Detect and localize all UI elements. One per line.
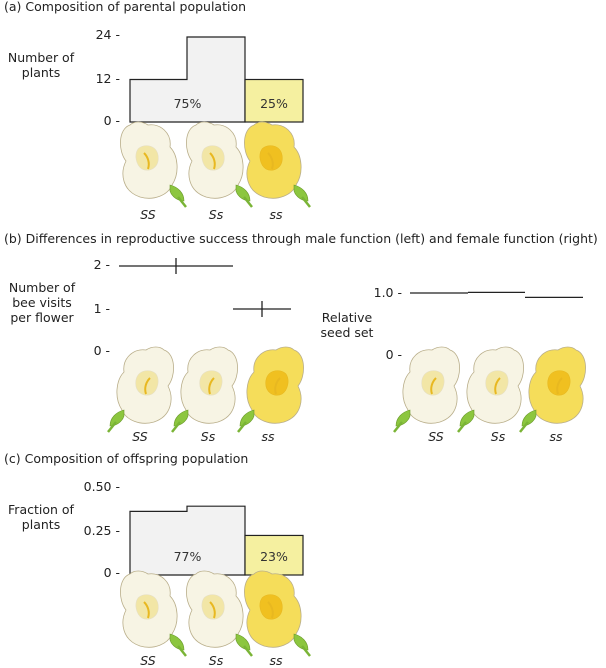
flower-a-ss xyxy=(244,121,311,208)
flower-b-right-ss-sepal xyxy=(521,409,537,427)
flower-a-ss-stem xyxy=(301,196,311,208)
panel-b-left-genotype-ss: ss xyxy=(261,429,275,444)
panel-c-ylabel: Fraction of plants xyxy=(8,502,74,532)
flower-c-Ss xyxy=(186,570,253,657)
panel-a-pct-recessive: 25% xyxy=(260,96,288,111)
flower-a-SS-sepal xyxy=(169,184,185,202)
panel-c-tick-025: 0.25 - xyxy=(83,523,120,538)
flower-a-SS xyxy=(120,121,187,208)
panel-c-pct-dominant: 77% xyxy=(174,549,202,564)
panel-c-tick-0: 0 - xyxy=(103,565,120,580)
panel-b-right-ylabel: Relative seed set xyxy=(320,310,374,340)
panel-c-genotype-Ss: Ss xyxy=(208,653,224,668)
panel-b-right-genotype-Ss: Ss xyxy=(490,429,506,444)
flower-b-left-ss xyxy=(237,346,304,433)
flower-b-left-SS-palate xyxy=(144,377,151,395)
flower-b-right-ss xyxy=(519,346,586,433)
panel-c-pct-recessive: 23% xyxy=(260,549,288,564)
flower-b-right-SS-stem xyxy=(393,421,403,433)
flower-a-Ss-palate xyxy=(209,152,216,170)
flower-b-right-Ss-sepal xyxy=(459,409,475,427)
panel-c-bar-recessive xyxy=(244,534,304,576)
flower-b-left-ss-stem xyxy=(237,421,247,433)
panel-b-left-ylabel: Number of bee visits per flower xyxy=(8,280,76,325)
panel-c-title: (c) Composition of offspring population xyxy=(4,451,249,466)
flower-b-right-Ss xyxy=(457,346,524,433)
flower-a-ss-palate xyxy=(267,152,274,170)
panel-a-title: (a) Composition of parental population xyxy=(4,0,247,14)
flower-c-ss-sepal xyxy=(293,633,309,651)
panel-a-genotype-Ss: Ss xyxy=(208,207,224,222)
panel-a-genotype-ss: ss xyxy=(269,207,283,222)
flower-b-left-ss-sepal xyxy=(239,409,255,427)
flower-a-Ss-stem xyxy=(243,196,253,208)
flower-b-right-Ss-stem xyxy=(457,421,467,433)
flower-c-ss xyxy=(244,570,311,657)
flower-b-right-Ss-palate xyxy=(494,377,501,395)
panel-b-left-genotype-Ss: Ss xyxy=(200,429,216,444)
panel-c-bar-dominant xyxy=(129,505,246,576)
flower-a-Ss xyxy=(186,121,253,208)
panel-a-tick-12: 12 - xyxy=(95,71,120,86)
flower-b-left-SS xyxy=(107,346,174,433)
panel-a-tick-24: 24 - xyxy=(95,27,120,42)
flower-b-left-SS-sepal xyxy=(109,409,125,427)
panel-b-right-tick-1: 1.0 - xyxy=(373,285,402,300)
panel-c-genotype-ss: ss xyxy=(269,653,283,668)
flower-b-left-Ss-stem xyxy=(171,421,181,433)
panel-b-left-tick-2: 2 - xyxy=(93,257,110,272)
panel-a-ylabel: Number of plants xyxy=(7,50,75,80)
flower-c-ss-palate xyxy=(267,601,274,619)
flower-b-left-Ss xyxy=(171,346,238,433)
flower-a-ss-sepal xyxy=(293,184,309,202)
panel-c-genotype-SS: SS xyxy=(140,653,156,668)
flower-c-SS xyxy=(120,570,187,657)
panel-b-left-tick-1: 1 - xyxy=(93,301,110,316)
panel-b-right-tick-0: 0 - xyxy=(385,347,402,362)
flower-b-left-Ss-sepal xyxy=(173,409,189,427)
flower-b-right-SS-palate xyxy=(430,377,437,395)
panel-a-bar-recessive xyxy=(244,78,304,123)
panel-a-pct-dominant: 75% xyxy=(174,96,202,111)
flower-b-right-SS-sepal xyxy=(395,409,411,427)
flower-c-SS-sepal xyxy=(169,633,185,651)
flower-b-left-ss-palate xyxy=(274,377,281,395)
flower-b-right-ss-palate xyxy=(556,377,563,395)
panel-c-tick-050: 0.50 - xyxy=(83,479,120,494)
flower-c-Ss-sepal xyxy=(235,633,251,651)
panel-a-genotype-SS: SS xyxy=(140,207,156,222)
panel-b-left-genotype-SS: SS xyxy=(132,429,148,444)
panel-b-right-genotype-ss: ss xyxy=(549,429,563,444)
flower-c-Ss-palate xyxy=(209,601,216,619)
flower-a-SS-stem xyxy=(177,196,187,208)
flower-b-left-Ss-palate xyxy=(208,377,215,395)
flower-b-left-SS-stem xyxy=(107,421,117,433)
flower-c-Ss-stem xyxy=(243,645,253,657)
flower-c-ss-stem xyxy=(301,645,311,657)
flower-c-SS-stem xyxy=(177,645,187,657)
panel-b-left-tick-0: 0 - xyxy=(93,343,110,358)
panel-b-title: (b) Differences in reproductive success … xyxy=(4,231,598,246)
flower-b-right-SS xyxy=(393,346,460,433)
flower-a-Ss-sepal xyxy=(235,184,251,202)
flower-c-SS-palate xyxy=(143,601,150,619)
panel-a-tick-0: 0 - xyxy=(103,113,120,128)
panel-b-right-genotype-SS: SS xyxy=(428,429,444,444)
flower-a-SS-palate xyxy=(143,152,150,170)
flower-b-right-ss-stem xyxy=(519,421,529,433)
